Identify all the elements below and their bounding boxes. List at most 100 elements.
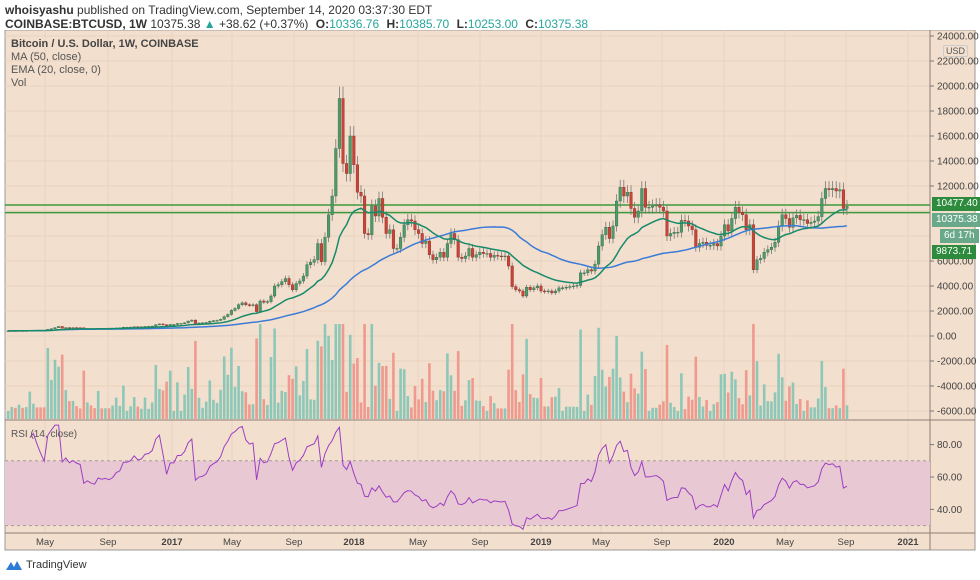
volume-bar [651, 407, 654, 419]
tradingview-logo[interactable]: TradingView [5, 559, 87, 571]
candle [780, 214, 784, 227]
volume-bar [323, 324, 327, 419]
candle [492, 255, 496, 258]
author[interactable]: whoisyashu [5, 3, 74, 17]
rsi-band [5, 460, 930, 526]
candle [535, 285, 539, 289]
candle [647, 207, 651, 209]
candle [179, 323, 183, 325]
volume-bar [492, 403, 496, 419]
volume-bar [53, 359, 57, 419]
price-tick-label: 2000.00 [937, 307, 974, 318]
volume-bar [75, 406, 78, 419]
volume-bar [568, 406, 572, 419]
candle [294, 283, 298, 290]
candle [762, 252, 766, 259]
price-tick-label: 24000.00 [937, 32, 979, 43]
candle [622, 187, 626, 197]
volume-bar [644, 369, 647, 419]
candle [287, 278, 291, 285]
volume-bar [503, 408, 507, 419]
candle [672, 232, 676, 234]
volume-bar [618, 377, 622, 419]
volume-bar [708, 411, 712, 419]
volume-bar [298, 395, 302, 419]
volume-bar [312, 399, 316, 419]
volume-bar [510, 324, 514, 419]
volume-bar [111, 405, 114, 419]
candle [503, 255, 507, 258]
candle [543, 290, 547, 293]
candle [154, 324, 158, 327]
volume-bar [521, 374, 525, 419]
candle [809, 222, 813, 224]
volume-bar [132, 397, 136, 419]
volume-bar [622, 391, 626, 419]
candle [355, 164, 359, 193]
legend-rsi[interactable]: RSI (14, close) [11, 429, 78, 440]
volume-bar [330, 359, 334, 419]
candle [352, 135, 356, 165]
candle [823, 188, 827, 199]
symbol: COINBASE:BTCUSD, 1W [5, 17, 148, 31]
price-label: 10375.38 [932, 213, 980, 227]
time-axis-label: Sep [286, 537, 303, 548]
volume-bar [712, 404, 716, 419]
candle [175, 323, 179, 325]
volume-bar [114, 397, 118, 419]
volume-bar [222, 356, 226, 419]
volume-bar [194, 340, 197, 419]
volume-bar [590, 404, 593, 419]
volume-bar [140, 408, 143, 419]
volume-bar [129, 406, 132, 419]
volume-bar [698, 397, 701, 419]
legend-ma[interactable]: MA (50, close) [11, 51, 82, 63]
candle [787, 218, 791, 228]
candle [661, 207, 665, 212]
volume-bar [255, 338, 258, 419]
volume-bar [395, 411, 399, 419]
volume-bar [165, 381, 168, 419]
volume-bar [219, 389, 222, 419]
volume-bar [21, 407, 24, 419]
candle [323, 237, 327, 262]
candle [165, 324, 169, 326]
volume-bar [557, 388, 561, 419]
volume-bar [525, 338, 528, 419]
volume-bar [179, 411, 183, 419]
candle [244, 302, 248, 305]
time-axis-label: Sep [100, 537, 117, 548]
candle [312, 259, 316, 263]
volume-bar [474, 400, 478, 419]
candle [481, 252, 485, 254]
volume-bar [168, 370, 172, 419]
candle [669, 233, 673, 237]
volume-bar [266, 404, 269, 419]
candle [71, 327, 75, 329]
candle [643, 188, 647, 208]
volume-bar [820, 360, 824, 419]
candle [633, 208, 637, 218]
legend-vol[interactable]: Vol [11, 77, 27, 89]
candle [820, 198, 824, 217]
volume-bar [453, 390, 456, 419]
candle [384, 217, 388, 234]
volume-bar [89, 405, 93, 419]
volume-bar [212, 399, 215, 419]
candle [589, 269, 593, 272]
volume-bar [539, 378, 543, 419]
high-value: 10385.70 [399, 17, 450, 31]
time-axis-label: May [223, 537, 241, 548]
volume-bar [399, 368, 402, 419]
candle [708, 245, 712, 247]
legend-ema[interactable]: EMA (20, close, 0) [11, 64, 101, 76]
volume-bar [687, 396, 690, 419]
volume-bar [420, 378, 424, 419]
volume-bar [431, 390, 435, 419]
low-label: L: [456, 17, 468, 31]
candle [777, 225, 781, 243]
time-axis-label: 2019 [530, 537, 551, 548]
close-value: 10375.38 [537, 17, 589, 31]
candle [611, 225, 615, 239]
price-chart[interactable]: 24000.00 22000.00 20000.00 18000.00 16000.00… [0, 30, 980, 552]
